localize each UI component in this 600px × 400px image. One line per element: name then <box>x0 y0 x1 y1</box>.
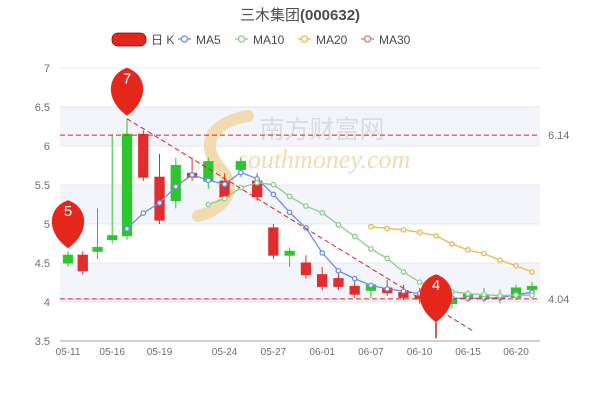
svg-text:05-27: 05-27 <box>261 347 287 358</box>
svg-text:06-15: 06-15 <box>455 347 481 358</box>
svg-text:5.5: 5.5 <box>35 180 50 192</box>
svg-text:06-01: 06-01 <box>309 347 335 358</box>
svg-text:4.04: 4.04 <box>548 294 569 306</box>
svg-text:7: 7 <box>123 70 131 87</box>
svg-text:4: 4 <box>432 277 440 294</box>
svg-text:MA5: MA5 <box>196 33 221 47</box>
svg-text:日 K: 日 K <box>151 33 174 47</box>
svg-text:MA10: MA10 <box>253 33 285 47</box>
svg-text:3.5: 3.5 <box>35 336 50 348</box>
svg-text:05-19: 05-19 <box>147 347 173 358</box>
svg-text:6: 6 <box>44 141 50 153</box>
svg-text:MA20: MA20 <box>316 33 348 47</box>
svg-text:05-24: 05-24 <box>212 347 238 358</box>
svg-text:southmoney.com: southmoney.com <box>238 145 411 174</box>
svg-text:5: 5 <box>44 219 50 231</box>
svg-text:5: 5 <box>64 203 72 220</box>
svg-text:三木集团(000632): 三木集团(000632) <box>240 7 360 24</box>
svg-text:6.14: 6.14 <box>548 130 569 142</box>
svg-text:05-16: 05-16 <box>99 347 125 358</box>
svg-text:06-10: 06-10 <box>407 347 433 358</box>
svg-text:6.5: 6.5 <box>35 102 50 114</box>
svg-text:4.5: 4.5 <box>35 258 50 270</box>
svg-text:06-20: 06-20 <box>503 347 529 358</box>
svg-text:7: 7 <box>44 63 50 75</box>
svg-text:MA30: MA30 <box>379 33 411 47</box>
svg-text:05-11: 05-11 <box>56 347 81 358</box>
svg-text:南方财富网: 南方财富网 <box>259 116 384 144</box>
svg-text:06-07: 06-07 <box>358 347 384 358</box>
svg-text:4: 4 <box>44 297 50 309</box>
